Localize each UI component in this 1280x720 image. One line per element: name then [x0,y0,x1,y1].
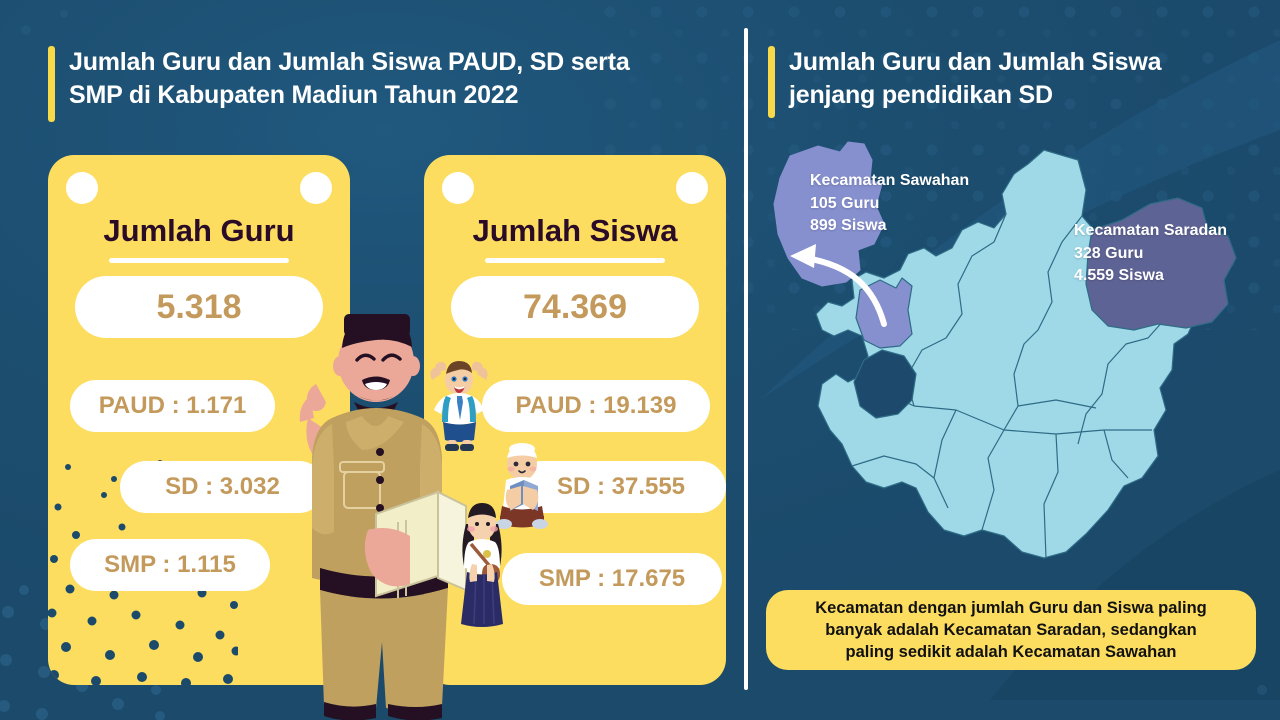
card-hole-right [676,172,708,204]
boy-student-illustration [430,361,488,451]
card-title-rule [485,258,665,263]
stat-pill-guru-paud: PAUD : 1.171 [70,380,275,432]
stat-pill-siswa-smp: SMP : 17.675 [502,553,722,605]
stat-pill-guru-smp: SMP : 1.115 [70,539,270,591]
right-panel-title: Jumlah Guru dan Jumlah Siswa jenjang pen… [768,46,1208,118]
card-hole-right [300,172,332,204]
left-panel-title-text: Jumlah Guru dan Jumlah Siswa PAUD, SD se… [69,48,630,109]
stat-pill-siswa-paud-label: PAUD : 19.139 [515,392,677,419]
stat-pill-siswa-smp-label: SMP : 17.675 [538,565,686,592]
panel-divider [744,28,748,690]
card-hole-left [66,172,98,204]
title-accent-bar [768,46,775,118]
right-panel-title-text: Jumlah Guru dan Jumlah Siswa jenjang pen… [789,48,1162,109]
card-hole-left [442,172,474,204]
stat-pill-guru-smp-label: SMP : 1.115 [104,551,236,578]
stat-pill-siswa-paud: PAUD : 19.139 [482,380,710,432]
card-total-guru-value: 5.318 [156,287,242,326]
stat-pill-siswa-sd-label: SD : 37.555 [556,473,686,500]
card-total-siswa: 74.369 [451,276,699,338]
card-title-rule [109,258,289,263]
map-caption-box: Kecamatan dengan jumlah Guru dan Siswa p… [766,590,1256,670]
card-title-siswa: Jumlah Siswa [472,213,678,248]
map-label-sawahan: Kecamatan Sawahan 105 Guru 899 Siswa [810,172,970,235]
title-accent-bar [48,46,55,122]
card-title-guru: Jumlah Guru [103,213,295,248]
map-caption-text: Kecamatan dengan jumlah Guru dan Siswa p… [815,598,1207,662]
map-label-saradan: Kecamatan Saradan 328 Guru 4.559 Siswa [1074,222,1227,285]
stat-pill-guru-paud-label: PAUD : 1.171 [98,392,247,419]
left-panel-title: Jumlah Guru dan Jumlah Siswa PAUD, SD se… [48,46,708,122]
girl-student-illustration [461,503,503,627]
card-total-siswa-value: 74.369 [523,287,627,326]
